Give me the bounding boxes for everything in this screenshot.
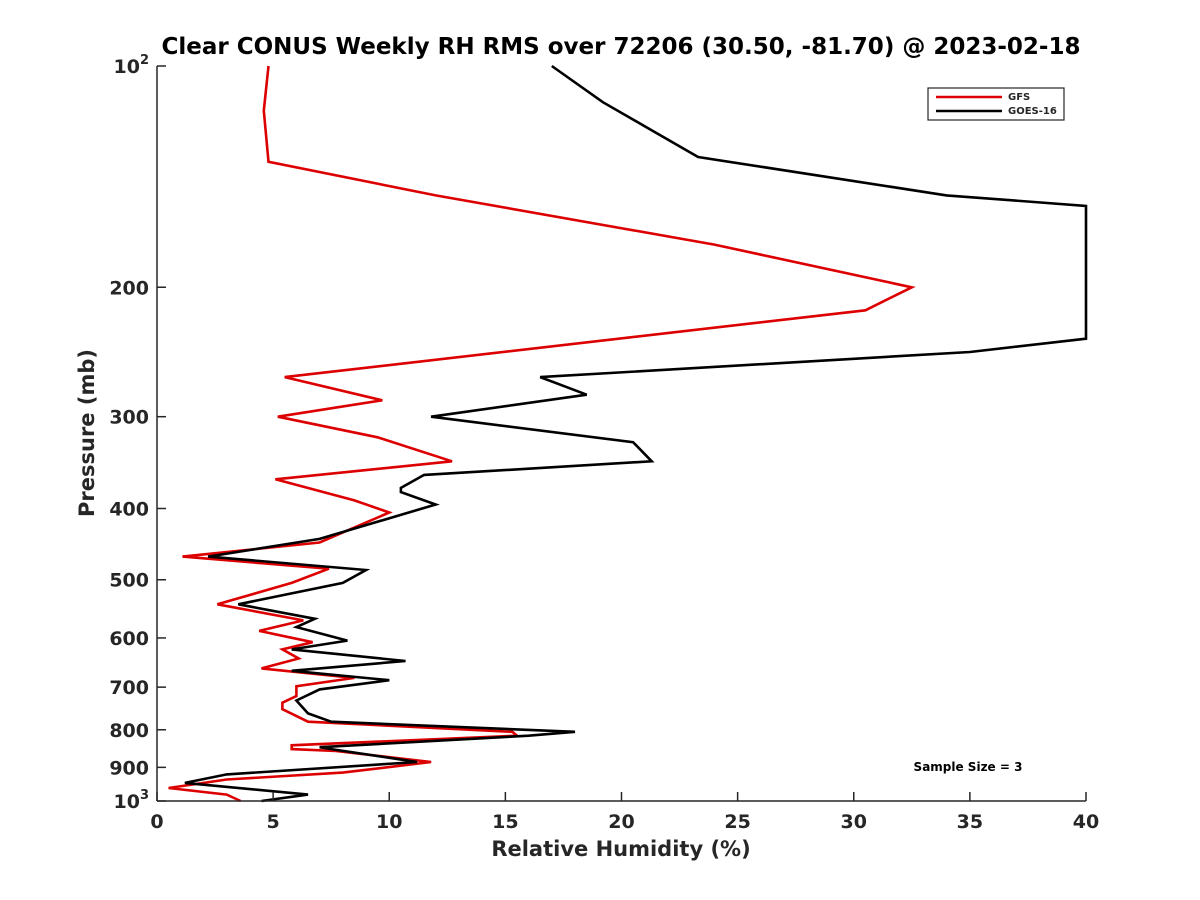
x-tick-label: 30 xyxy=(841,811,867,833)
y-tick-label: 800 xyxy=(109,720,149,742)
y-axis-label: Pressure (mb) xyxy=(75,349,99,517)
y-tick-label: 103 xyxy=(114,788,150,813)
chart-title: Clear CONUS Weekly RH RMS over 72206 (30… xyxy=(162,34,1081,60)
x-axis-label: Relative Humidity (%) xyxy=(491,837,750,861)
x-tick-label: 20 xyxy=(608,811,634,833)
sample-size-annotation: Sample Size = 3 xyxy=(914,760,1023,774)
legend-label-gfs: GFS xyxy=(1008,92,1030,103)
y-tick-label: 600 xyxy=(109,628,149,650)
y-ticks: 102 200 300 400 500 600 700 800 900 103 xyxy=(109,53,166,813)
plot-background xyxy=(157,66,1086,801)
x-tick-label: 35 xyxy=(957,811,983,833)
x-tick-label: 5 xyxy=(267,811,280,833)
y-tick-label: 102 xyxy=(114,53,150,78)
legend-label-goes16: GOES-16 xyxy=(1008,106,1057,117)
x-tick-label: 10 xyxy=(376,811,402,833)
y-tick-label: 500 xyxy=(109,570,149,592)
legend-box xyxy=(927,87,1065,121)
y-tick-label: 400 xyxy=(109,499,149,521)
series-layer xyxy=(168,64,1088,803)
y-tick-label: 700 xyxy=(109,677,149,699)
legend: GFS GOES-16 xyxy=(927,87,1065,121)
plot-area: 0 5 10 15 20 25 30 35 40 102 200 300 400 500 600 700 80… xyxy=(109,53,1099,833)
y-tick-label: 900 xyxy=(109,757,149,779)
x-tick-label: 40 xyxy=(1073,811,1099,833)
x-ticks: 0 5 10 15 20 25 30 35 40 xyxy=(150,792,1099,833)
x-tick-label: 15 xyxy=(492,811,518,833)
x-tick-label: 0 xyxy=(150,811,163,833)
y-tick-label: 300 xyxy=(109,407,149,429)
series-line-goes16 xyxy=(184,64,1088,803)
series-line-gfs xyxy=(168,65,916,803)
x-tick-label: 25 xyxy=(724,811,750,833)
y-tick-label: 200 xyxy=(109,277,149,299)
